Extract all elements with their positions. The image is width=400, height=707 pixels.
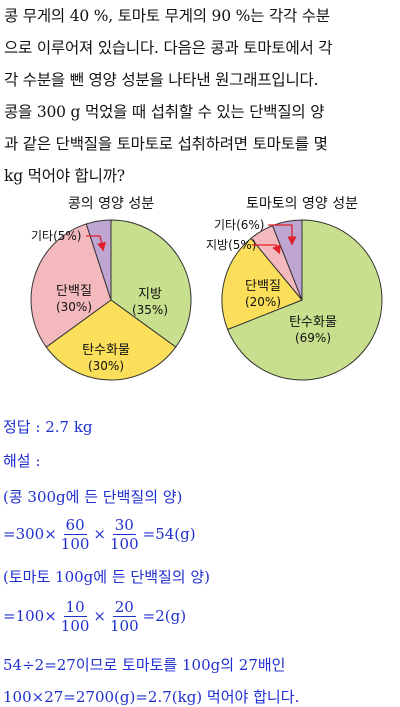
pie-charts-svg: 콩의 영양 성분 지방 (35%) 탄수화물 (30%) 단백질 (30%) 기… <box>30 196 383 381</box>
slice-value: (30%) <box>88 359 124 373</box>
numerator: 30 <box>112 515 136 535</box>
denominator: 100 <box>60 616 90 635</box>
eq-operator: × <box>93 525 106 543</box>
eq-result: =2(g) <box>142 607 187 625</box>
chart-title-tomato: 토마토의 영양 성분 <box>246 196 358 212</box>
arrow-soybean-other <box>86 235 106 252</box>
answer: 정답 : 2.7 kg <box>3 418 93 436</box>
slice-value: (20%) <box>245 295 281 309</box>
slice-value: (69%) <box>295 331 331 345</box>
external-label-tomato-fat: 지방(5%) <box>206 238 256 252</box>
pie-slice-0 <box>110 219 192 348</box>
denominator: 100 <box>110 534 139 553</box>
pie-slice-2 <box>30 223 112 348</box>
eq-prefix: =100× <box>3 607 57 625</box>
arrow-tomato-other <box>268 224 297 246</box>
solution-line-1: (콩 300g에 든 단백질의 양) <box>3 488 183 506</box>
problem-line: 콩 무게의 40 %, 토마토 무게의 90 %는 각각 수분 <box>4 7 330 25</box>
problem-line: 콩을 300 g 먹었을 때 섭취할 수 있는 단백질의 양 <box>4 103 325 121</box>
slice-label: 단백질 <box>56 284 92 299</box>
numerator: 60 <box>63 515 87 535</box>
slice-value: (35%) <box>132 303 168 317</box>
label-soybean-fat: 지방 (35%) <box>132 287 168 317</box>
solution-line-2: (토마토 100g에 든 단백질의 양) <box>3 568 211 586</box>
arrow-tomato-fat <box>252 244 281 255</box>
numerator: 10 <box>63 597 87 617</box>
slice-label: 탄수화물 <box>289 315 337 330</box>
slice-value: (30%) <box>56 300 92 314</box>
pie-slice-3 <box>85 219 112 301</box>
label-soybean-protein: 단백질 (30%) <box>56 284 92 314</box>
problem-line: 으로 이루어져 있습니다. 다음은 콩과 토마토에서 각 <box>4 39 333 57</box>
eq-result: =54(g) <box>142 525 196 543</box>
fraction: 20 100 <box>108 598 141 635</box>
slice-label: 지방 <box>138 287 162 302</box>
denominator: 100 <box>110 616 139 635</box>
eq-prefix: =300× <box>3 525 57 543</box>
external-label-tomato-other: 기타(6%) <box>214 218 264 232</box>
eq-operator: × <box>93 607 106 625</box>
slice-label: 탄수화물 <box>82 343 130 358</box>
pie-slice-1 <box>221 237 303 331</box>
label-soybean-carb: 탄수화물 (30%) <box>82 343 130 373</box>
problem-line: kg 먹어야 합니까? <box>4 167 125 185</box>
pie-tomato <box>221 219 383 381</box>
label-tomato-protein: 단백질 (20%) <box>245 279 281 309</box>
chart-title-soybean: 콩의 영양 성분 <box>68 196 154 212</box>
denominator: 100 <box>60 534 90 553</box>
numerator: 20 <box>112 597 136 617</box>
equation-1: =300× 60 100 × 30 100 =54(g) <box>3 512 196 556</box>
equation-2: =100× 10 100 × 20 100 =2(g) <box>3 594 186 638</box>
fraction: 60 100 <box>59 516 92 553</box>
problem-line: 과 같은 단백질을 토마토로 섭취하려면 토마토를 몇 <box>4 135 328 153</box>
pie-slice-0 <box>226 219 383 381</box>
solution-line-3: 54÷2=27이므로 토마토를 100g의 27배인 <box>3 656 286 674</box>
fraction: 10 100 <box>59 598 92 635</box>
problem-text: 콩 무게의 40 %, 토마토 무게의 90 %는 각각 수분 으로 이루어져 … <box>4 0 398 192</box>
label-tomato-carb: 탄수화물 (69%) <box>289 315 337 345</box>
slice-label: 단백질 <box>245 279 281 294</box>
pie-charts: 콩의 영양 성분 지방 (35%) 탄수화물 (30%) 단백질 (30%) 기… <box>0 186 400 386</box>
external-label-soybean-other: 기타(5%) <box>31 229 81 243</box>
problem-line: 각 수분을 뺀 영양 성분을 나타낸 원그래프입니다. <box>4 71 319 89</box>
fraction: 30 100 <box>108 516 141 553</box>
pie-slice-1 <box>45 299 177 381</box>
solution-header: 해설 : <box>3 452 41 470</box>
pie-soybean <box>30 219 192 381</box>
solution-line-4: 100×27=2700(g)=2.7(kg) 먹어야 합니다. <box>3 688 300 706</box>
